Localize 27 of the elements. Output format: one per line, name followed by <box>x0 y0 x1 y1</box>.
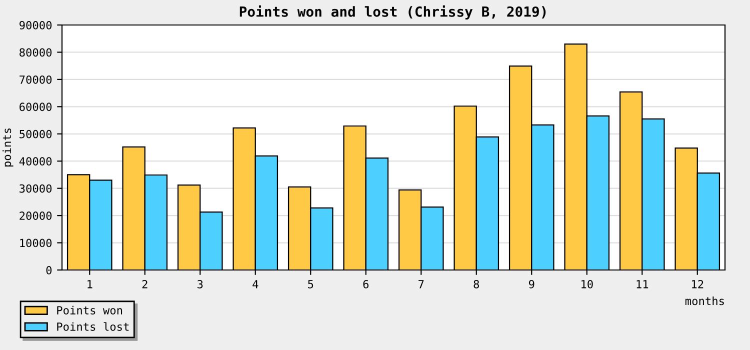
x-tick-label: 8 <box>474 280 480 288</box>
x-tick-label: 5 <box>308 280 314 288</box>
legend-label: Points won <box>57 306 122 314</box>
x-tick-label: 7 <box>418 280 424 288</box>
y-tick-label: 10000 <box>20 238 52 248</box>
x-tick-label: 9 <box>528 280 534 288</box>
x-tick-label: 1 <box>88 280 92 288</box>
x-axis-title: months <box>685 296 724 306</box>
x-tick-label: 12 <box>692 280 704 288</box>
x-tick-label: 3 <box>198 280 203 288</box>
y-tick-label: 30000 <box>20 184 52 193</box>
y-tick-label: 80000 <box>20 48 52 57</box>
y-tick-label: 90000 <box>20 21 52 30</box>
x-tick-label: 2 <box>142 280 148 288</box>
y-tick-label: 40000 <box>19 157 52 166</box>
legend-label: Points lost <box>57 322 129 331</box>
y-tick-label: 70000 <box>20 75 52 84</box>
x-tick-label: 6 <box>363 280 368 288</box>
x-tick-label: 4 <box>252 280 258 288</box>
y-tick-label: 20000 <box>20 212 52 220</box>
x-tick-label: 10 <box>582 280 593 288</box>
y-axis-title: points <box>2 128 14 167</box>
y-tick-label: 60000 <box>20 102 52 112</box>
x-tick-label: 11 <box>636 280 648 288</box>
chart-title: Points won and lost (Chrissy B, 2019) <box>240 5 546 20</box>
y-tick-label: 0 <box>46 266 52 274</box>
y-tick-label: 50000 <box>20 130 52 138</box>
